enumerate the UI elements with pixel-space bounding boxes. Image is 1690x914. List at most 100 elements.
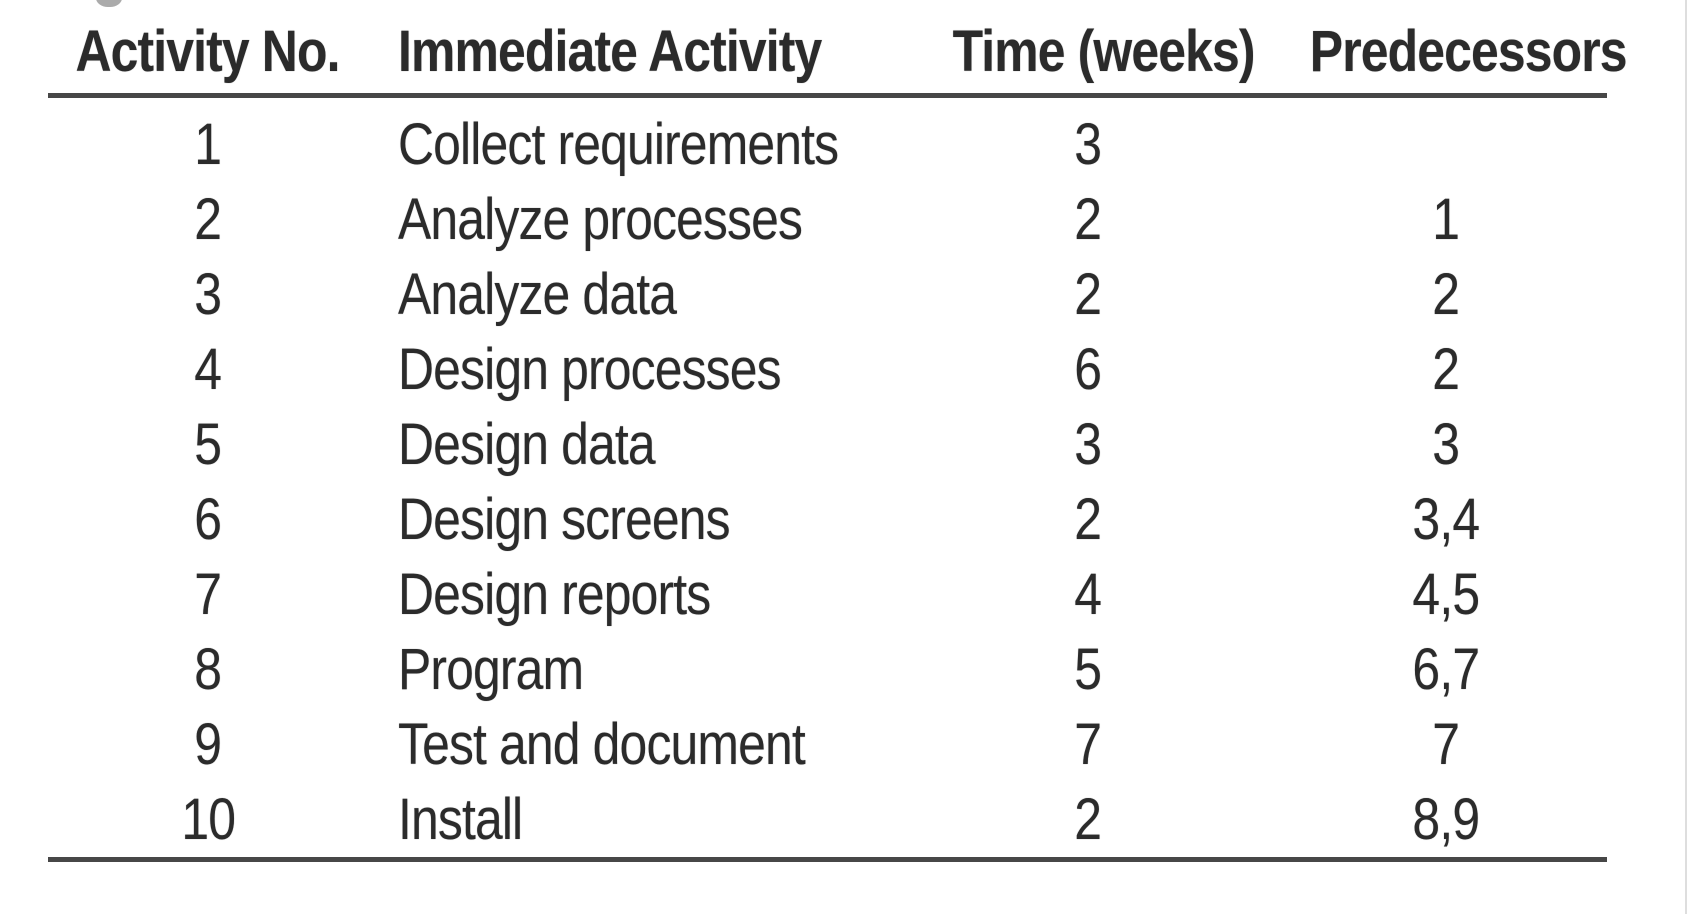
cell-predecessors: 1: [1432, 186, 1460, 252]
cell-time-weeks: 2: [1074, 261, 1103, 327]
cell-predecessors-wrap: 4,5: [1248, 561, 1607, 627]
cell-activity-no: 1: [194, 111, 223, 177]
cell-predecessors: 4,5: [1412, 561, 1480, 627]
cell-activity-no-wrap: 6: [48, 486, 368, 552]
column-header-predecessors: Predecessors: [1248, 23, 1628, 81]
cell-activity-no: 10: [181, 786, 236, 852]
cell-time-weeks-wrap: 2: [928, 261, 1248, 327]
cell-activity-name-wrap: Design processes: [368, 336, 928, 402]
cell-activity-no: 9: [194, 711, 223, 777]
cell-predecessors: 8,9: [1412, 786, 1480, 852]
table-row: 5 Design data 3 3: [48, 407, 1607, 482]
cell-activity-no: 7: [194, 561, 223, 627]
cell-time-weeks: 2: [1074, 786, 1103, 852]
cell-activity-name: Install: [398, 786, 523, 852]
cell-time-weeks-wrap: 3: [928, 411, 1248, 477]
cell-predecessors: 2: [1432, 336, 1460, 402]
cell-predecessors: 6,7: [1412, 636, 1480, 702]
column-header-time-weeks-label: Time (weeks): [952, 19, 1256, 84]
cell-time-weeks: 2: [1074, 486, 1103, 552]
cell-activity-no: 8: [194, 636, 223, 702]
column-header-activity-no: Activity No.: [48, 23, 368, 81]
column-header-predecessors-label: Predecessors: [1309, 19, 1628, 84]
cell-time-weeks: 3: [1074, 111, 1103, 177]
cell-activity-no: 5: [194, 411, 223, 477]
scan-artifact-cutoff-glyph: [96, 0, 122, 7]
cell-activity-name-wrap: Design reports: [368, 561, 928, 627]
cell-time-weeks-wrap: 3: [928, 111, 1248, 177]
page-edge-line: [1685, 0, 1687, 914]
cell-activity-name-wrap: Install: [368, 786, 928, 852]
cell-time-weeks-wrap: 4: [928, 561, 1248, 627]
cell-time-weeks: 3: [1074, 411, 1103, 477]
cell-activity-no: 6: [194, 486, 223, 552]
cell-activity-name: Design screens: [398, 486, 731, 552]
cell-activity-no: 2: [194, 186, 223, 252]
cell-time-weeks: 4: [1074, 561, 1103, 627]
cell-activity-name: Analyze processes: [398, 186, 803, 252]
cell-predecessors: 2: [1432, 261, 1460, 327]
cell-activity-name-wrap: Analyze data: [368, 261, 928, 327]
cell-predecessors: 3,4: [1412, 486, 1480, 552]
cell-time-weeks-wrap: 6: [928, 340, 1248, 399]
cell-time-weeks: 7: [1074, 711, 1103, 777]
cell-time-weeks-wrap: 2: [928, 786, 1248, 852]
table-header-row: Activity No. Immediate Activity Time (we…: [48, 0, 1628, 98]
table-row: 2 Analyze processes 2 1: [48, 182, 1607, 257]
cell-time-weeks: 5: [1074, 636, 1103, 702]
cell-activity-no-wrap: 2: [48, 186, 368, 252]
table-body: 1 Collect requirements 3 2 Analyze proce…: [48, 98, 1607, 862]
table-row: 3 Analyze data 2 2: [48, 257, 1607, 332]
cell-predecessors-wrap: 2: [1248, 336, 1607, 402]
cell-time-weeks-wrap: 2: [928, 486, 1248, 552]
cell-activity-no: 3: [194, 261, 223, 327]
column-header-immediate-activity-label: Immediate Activity: [398, 19, 822, 84]
table-row: 4 Design processes 6 2: [48, 332, 1607, 407]
cell-predecessors-wrap: 6,7: [1248, 636, 1607, 702]
cell-time-weeks: 2: [1074, 186, 1103, 252]
cell-predecessors-wrap: 2: [1248, 261, 1607, 327]
cell-predecessors-wrap: 3: [1248, 411, 1607, 477]
cell-activity-name-wrap: Design data: [368, 411, 928, 477]
table-row: 8 Program 5 6,7: [48, 632, 1607, 707]
cell-predecessors-wrap: 8,9: [1248, 786, 1607, 852]
cell-activity-no: 4: [194, 336, 223, 402]
cell-activity-no-wrap: 9: [48, 711, 368, 777]
cell-activity-name-wrap: Program: [368, 636, 928, 702]
cell-activity-no-wrap: 3: [48, 261, 368, 327]
cell-predecessors-wrap: 3,4: [1248, 486, 1607, 552]
cell-activity-name: Design processes: [398, 336, 782, 402]
cell-activity-no-wrap: 5: [48, 411, 368, 477]
cell-activity-no-wrap: 7: [48, 561, 368, 627]
table-row: 6 Design screens 2 3,4: [48, 482, 1607, 557]
table-row: 1 Collect requirements 3: [48, 107, 1607, 182]
column-header-activity-no-label: Activity No.: [75, 19, 341, 84]
column-header-time-weeks: Time (weeks): [928, 23, 1256, 81]
cell-activity-name-wrap: Collect requirements: [368, 111, 928, 177]
column-header-immediate-activity: Immediate Activity: [368, 23, 928, 81]
cell-activity-name: Collect requirements: [398, 111, 839, 177]
table-row: 7 Design reports 4 4,5: [48, 557, 1607, 632]
cell-activity-name: Test and document: [398, 711, 806, 777]
cell-time-weeks-wrap: 5: [928, 636, 1248, 702]
cell-activity-no-wrap: 4: [48, 336, 368, 402]
cell-activity-name: Analyze data: [398, 261, 677, 327]
cell-activity-no-wrap: 8: [48, 636, 368, 702]
cell-activity-no-wrap: 10: [48, 786, 368, 852]
cell-activity-name-wrap: Test and document: [368, 711, 928, 777]
table-row: 10 Install 2 8,9: [48, 782, 1607, 857]
cell-activity-name-wrap: Analyze processes: [368, 186, 928, 252]
cell-time-weeks-wrap: 2: [928, 186, 1248, 252]
cell-predecessors-wrap: 7: [1248, 715, 1607, 774]
cell-predecessors-wrap: 1: [1248, 186, 1607, 252]
table-row: 9 Test and document 7 7: [48, 707, 1607, 782]
cell-activity-name: Program: [398, 636, 584, 702]
cell-activity-name: Design reports: [398, 561, 711, 627]
cell-time-weeks-wrap: 7: [928, 711, 1248, 777]
activity-table: Activity No. Immediate Activity Time (we…: [48, 0, 1628, 862]
cell-predecessors: 3: [1432, 411, 1460, 477]
cell-activity-name: Design data: [398, 411, 656, 477]
cell-activity-name-wrap: Design screens: [368, 486, 928, 552]
cell-activity-no-wrap: 1: [48, 111, 368, 177]
